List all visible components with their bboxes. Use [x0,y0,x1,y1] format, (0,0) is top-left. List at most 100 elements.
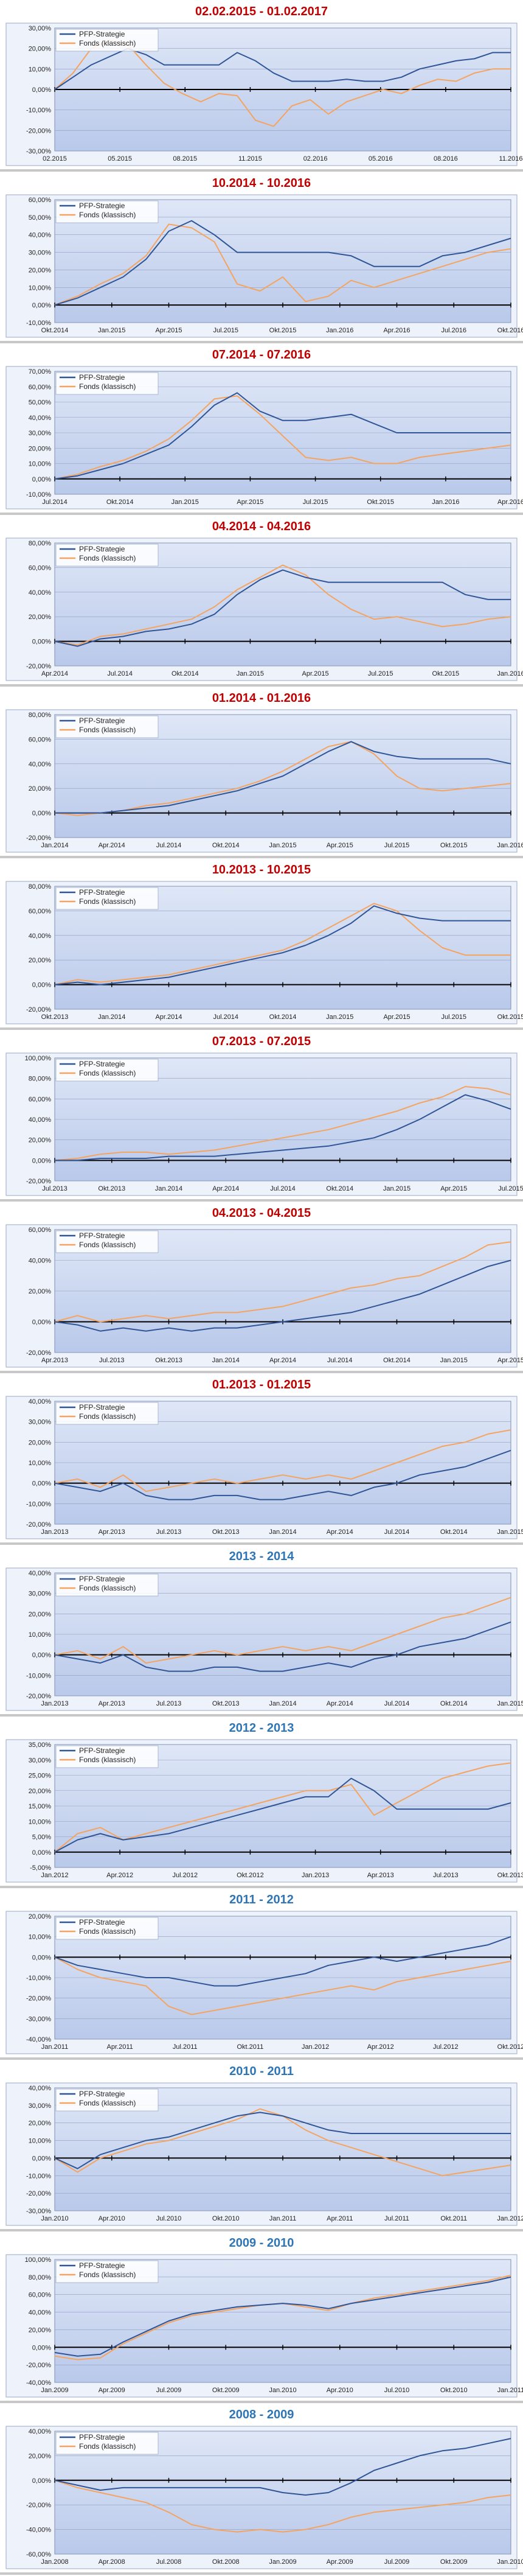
line-chart: 40,00%20,00%0,00%-20,00%-40,00%-60,00%Ja… [5,2426,523,2569]
y-tick-label: 0,00% [32,1652,51,1659]
legend-box [55,29,159,52]
legend-label: Fonds (klassisch) [79,2270,136,2279]
x-tick-label: Jul.2009 [156,2387,182,2394]
x-tick-label: Apr.2011 [327,2215,353,2222]
series-line-fonds-klassisch [54,1086,511,1161]
y-tick-label: 30,00% [29,2102,52,2110]
legend-label: Fonds (klassisch) [79,1755,136,1764]
chart-panel: 02.02.2015 - 01.02.2017 30,00% 20,00% 10,00… [0,0,523,172]
y-tick-label: 30,00% [29,1591,52,1598]
series-line-fonds-klassisch [54,903,511,985]
y-tick-label: 0,00% [32,2344,51,2351]
series-line-fonds-klassisch [54,223,511,306]
x-tick-label: Apr.2009 [99,2387,125,2394]
legend-label: PFP-Strategie [79,2261,125,2270]
x-tick-label: Okt.2009 [212,2387,240,2394]
series-line-pfp-strategie [54,1259,511,1332]
x-tick-label: Jan.2012 [41,1872,68,1879]
y-tick-label: 0,00% [32,1319,51,1326]
chart-title: 07.2014 - 07.2016 [212,348,311,362]
series-line-pfp-strategie [55,1094,511,1161]
y-tick-label: 0,00% [32,1480,51,1488]
y-tick-label: 20,00% [29,1913,52,1920]
x-tick-label: Okt.2014 [171,670,199,677]
series-line-pfp-strategie [54,2438,511,2496]
y-tick-label: 40,00% [29,232,52,239]
series-line-fonds-klassisch [54,741,511,816]
y-tick-label: 60,00% [29,383,52,391]
y-tick-label: 10,00% [29,1818,52,1825]
series-line-fonds-klassisch [54,1429,511,1493]
chart-panel: 2008 - 2009 40,00% 20,00% 0,00% -20,00% -40,0… [0,2403,523,2575]
x-tick-label: Jan.2015 [497,1528,523,1536]
x-tick-label: 05.2015 [108,155,132,163]
y-tick-label: 15,00% [29,1803,52,1810]
x-tick-label: Jan.2015 [237,670,264,677]
y-tick-label: 60,00% [29,1096,52,1103]
x-tick-label: Jan.2014 [98,1013,125,1021]
x-tick-label: Jul.2011 [384,2215,409,2222]
chart-title: 2008 - 2009 [229,2408,294,2421]
x-tick-label: Okt.2011 [237,2043,264,2051]
x-tick-label: Okt.2013 [497,1872,523,1879]
x-tick-label: Jan.2015 [497,1700,523,1707]
y-tick-label: 0,00% [32,86,51,94]
y-tick-label: 40,00% [29,2085,52,2092]
line-chart: 60,00% 50,00% 40,00% 30,00% 20,00% 10,00% 0,00… [5,194,523,338]
x-tick-label: Apr.2015 [497,1357,523,1364]
x-tick-label: Jan.2011 [269,2215,296,2222]
y-tick-label: -20,00% [26,1521,51,1528]
panel-separator [0,856,523,858]
x-tick-label: Jul.2014 [107,670,133,677]
x-tick-label: Jul.2012 [433,2043,459,2051]
chart-title: 2011 - 2012 [229,1893,294,1906]
chart-title: 04.2014 - 04.2016 [212,520,311,533]
series-line-fonds-klassisch [54,1241,511,1323]
y-tick-label: 80,00% [29,2274,52,2281]
y-tick-label: -10,00% [26,491,51,499]
legend-label: PFP-Strategie [79,545,125,553]
legend-label: Fonds (klassisch) [79,382,136,391]
y-tick-label: 0,00% [32,1849,51,1857]
y-tick-label: 20,00% [29,2326,52,2334]
legend-label: PFP-Strategie [79,30,125,38]
line-chart: 20,00% 10,00% 0,00% -10,00% -20,00% -30,00% -4… [5,1911,523,2054]
chart-panel: 2011 - 2012 20,00% 10,00% 0,00% -10,00% -20,0… [0,1888,523,2060]
y-tick-label: 40,00% [29,933,52,940]
y-tick-label: -20,00% [26,663,51,670]
line-chart: 40,00% 30,00% 20,00% 10,00% 0,00% -10,00% -20,… [5,2082,523,2226]
x-tick-label: Jan.2016 [497,670,523,677]
y-tick-label: 40,00% [29,1116,52,1124]
x-tick-label: Apr.2015 [302,670,329,677]
legend-label: Fonds (klassisch) [79,1069,136,1077]
y-tick-label: -60,00% [26,2551,51,2558]
x-tick-label: Jan.2014 [212,1357,240,1364]
series-line-pfp-strategie [54,1621,511,1672]
y-tick-label: 5,00% [32,1834,51,1841]
x-tick-label: Okt.2009 [440,2558,468,2566]
y-tick-label: -30,00% [26,148,51,155]
y-tick-label: 0,00% [32,1954,51,1961]
line-chart: 30,00% 20,00% 10,00% 0,00% -10,00% -20,00% -30… [5,23,522,166]
series-line-pfp-strategie [54,2276,511,2357]
x-tick-label: Jul.2015 [498,1185,523,1192]
x-tick-label: Apr.2014 [327,1528,353,1536]
y-tick-label: 60,00% [29,736,52,743]
panel-separator [0,1027,523,1030]
chart-title: 04.2013 - 04.2015 [212,1206,311,1220]
x-tick-label: Okt.2012 [237,1872,264,1879]
y-tick-label: 0,00% [32,810,51,817]
y-tick-label: 0,00% [32,2155,51,2162]
series-line-pfp-strategie [54,1449,511,1500]
y-tick-label: 50,00% [29,399,52,407]
y-tick-label: 35,00% [29,1741,52,1749]
y-tick-label: 40,00% [29,589,52,597]
chart-title: 01.2014 - 01.2016 [212,691,311,705]
x-tick-label: Jul.2012 [172,1872,198,1879]
x-tick-label: Okt.2011 [440,2215,467,2222]
legend-label: PFP-Strategie [79,1746,125,1755]
